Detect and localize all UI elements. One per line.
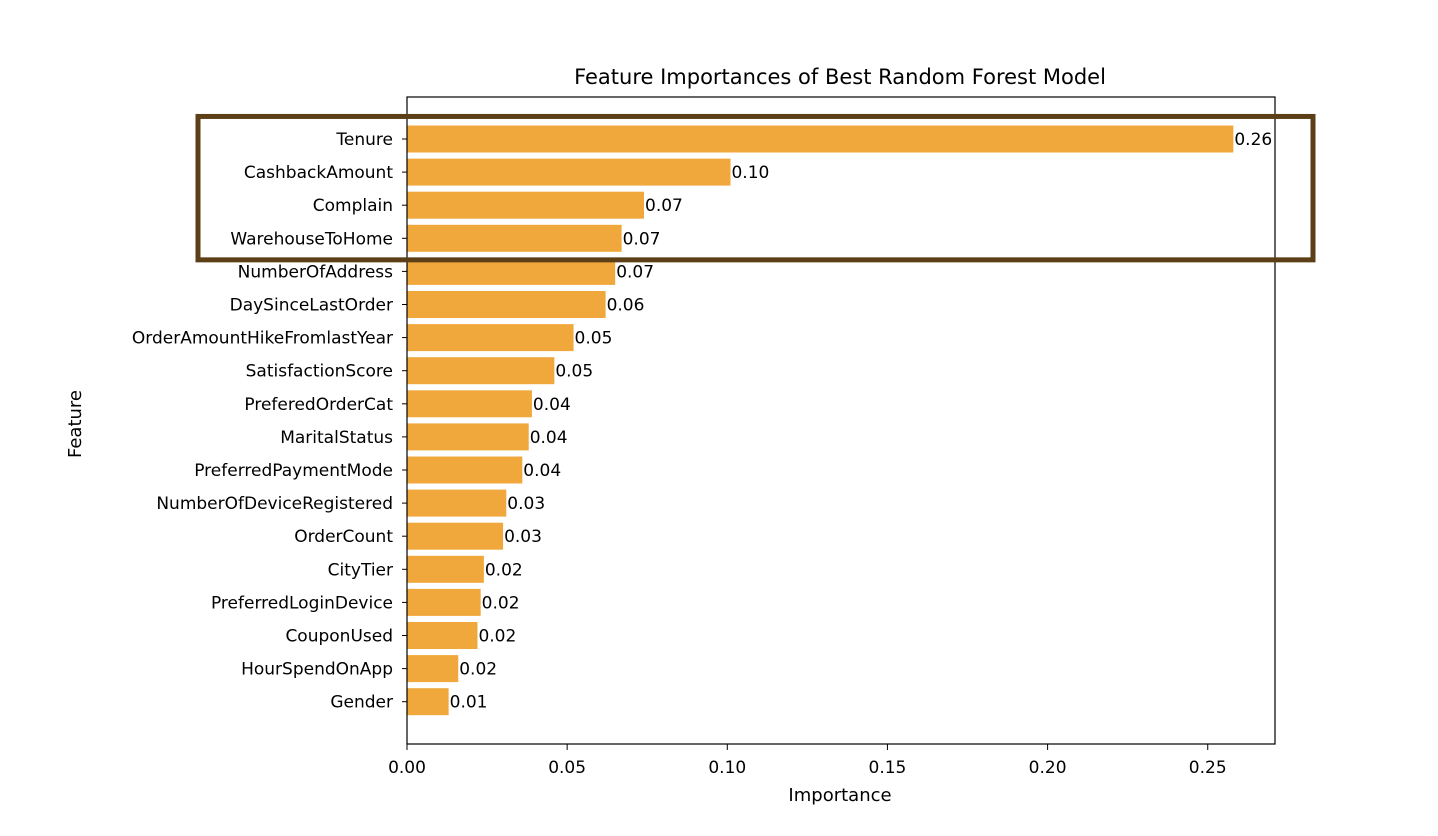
x-tick-label: 0.10 <box>708 758 746 778</box>
bar-value-label: 0.04 <box>533 395 571 415</box>
bars-layer: 0.26 0.10 0.07 0.07 0.07 0.06 0.05 0.05 0.04 0.04… <box>407 125 1272 716</box>
y-tick-label: MaritalStatus <box>280 428 393 448</box>
bar <box>407 125 1234 153</box>
x-tick-label: 0.15 <box>869 758 907 778</box>
bar-value-label: 0.05 <box>575 329 613 349</box>
bar <box>407 588 481 616</box>
x-tick-label: 0.25 <box>1189 758 1227 778</box>
bar <box>407 655 459 683</box>
y-tick-label: NumberOfAddress <box>238 262 394 282</box>
bar-value-label: 0.07 <box>623 229 661 249</box>
y-axis-label: Feature <box>65 390 86 458</box>
bar <box>407 257 616 285</box>
bar <box>407 191 645 219</box>
y-tick-label: DaySinceLastOrder <box>230 296 393 316</box>
bar-value-label: 0.01 <box>450 693 488 713</box>
bar <box>407 423 529 451</box>
bar <box>407 555 484 583</box>
bar-value-label: 0.10 <box>731 163 769 183</box>
bar <box>407 390 532 418</box>
y-tick-label: HourSpendOnApp <box>241 660 393 680</box>
bar <box>407 158 731 186</box>
x-axis-label: Importance <box>788 785 891 806</box>
bar-value-label: 0.02 <box>485 560 523 580</box>
bar-value-label: 0.02 <box>459 660 497 680</box>
bar-value-label: 0.05 <box>555 362 593 382</box>
bar <box>407 291 606 318</box>
x-tick-label: 0.00 <box>388 758 426 778</box>
bar <box>407 324 574 352</box>
x-tick-label: 0.20 <box>1029 758 1067 778</box>
y-tick-label: CashbackAmount <box>244 163 393 183</box>
bar <box>407 522 504 550</box>
bar-value-label: 0.07 <box>616 262 654 282</box>
bar-value-label: 0.02 <box>478 627 516 647</box>
y-tick-label: OrderAmountHikeFromlastYear <box>132 329 393 349</box>
y-tick-label: NumberOfDeviceRegistered <box>156 494 393 514</box>
y-tick-label: Gender <box>330 693 393 713</box>
x-tick-label: 0.05 <box>548 758 586 778</box>
y-tick-label: OrderCount <box>294 527 393 547</box>
bar <box>407 622 478 649</box>
bar-value-label: 0.07 <box>645 196 683 216</box>
y-tick-label: CityTier <box>328 560 393 580</box>
bar <box>407 357 555 385</box>
x-axis-ticks: 0.00 0.05 0.10 0.15 0.20 0.25 <box>388 744 1227 778</box>
bar <box>407 688 449 716</box>
y-tick-label: WarehouseToHome <box>230 229 393 249</box>
y-tick-label: PreferredPaymentMode <box>194 461 393 481</box>
y-axis-ticks: Tenure CashbackAmount Complain WarehouseToH… <box>132 130 407 713</box>
bar-value-label: 0.03 <box>507 494 545 514</box>
bar-value-label: 0.03 <box>504 527 542 547</box>
bar-value-label: 0.06 <box>607 296 645 316</box>
y-tick-label: Tenure <box>335 130 393 150</box>
y-tick-label: PreferredLoginDevice <box>211 593 393 613</box>
y-tick-label: Complain <box>313 196 393 216</box>
bar-value-label: 0.04 <box>523 461 561 481</box>
chart-title: Feature Importances of Best Random Fores… <box>574 65 1106 89</box>
bar-value-label: 0.26 <box>1234 130 1272 150</box>
y-tick-label: SatisfactionScore <box>246 362 393 382</box>
y-tick-label: PreferedOrderCat <box>244 395 393 415</box>
bar <box>407 489 507 517</box>
bar <box>407 224 622 252</box>
bar <box>407 456 523 484</box>
highlight-box <box>195 113 1316 263</box>
bar-value-label: 0.02 <box>482 593 520 613</box>
plot-frame <box>406 96 1276 745</box>
y-tick-label: CouponUsed <box>285 627 393 647</box>
bar-value-label: 0.04 <box>530 428 568 448</box>
